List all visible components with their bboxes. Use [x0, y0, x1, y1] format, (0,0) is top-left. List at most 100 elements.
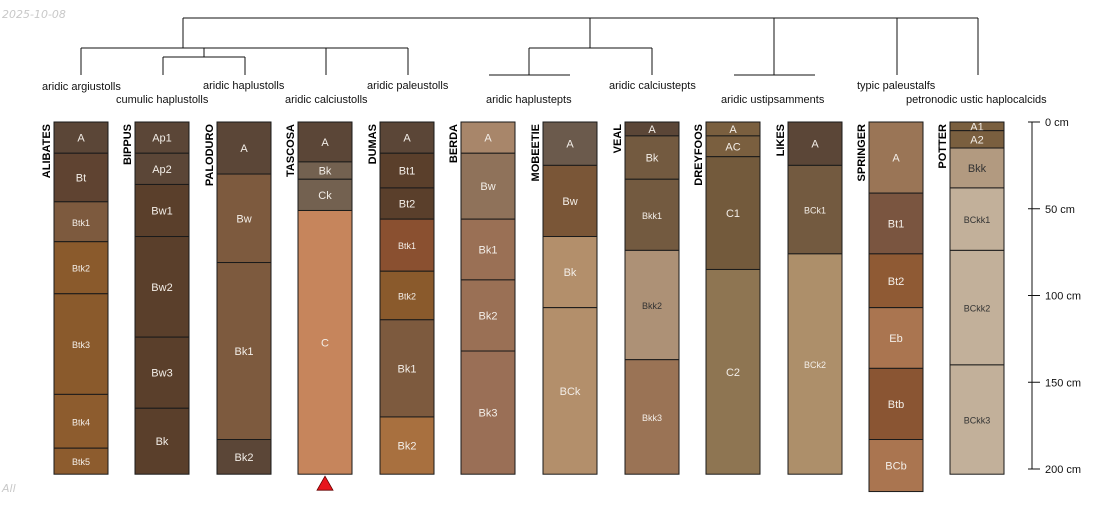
- horizon-label: Btb: [888, 399, 905, 411]
- horizon-a: [379, 121, 435, 154]
- horizon-label: Bkk: [968, 163, 987, 175]
- horizon-label: Bt: [76, 173, 86, 185]
- taxon-label: aridic haplustepts: [486, 94, 572, 106]
- taxon-label: cumulic haplustolls: [116, 94, 209, 106]
- profile-paloduro: A Bw Bk1 Bk2 PALODURO: [204, 121, 272, 475]
- horizon-btk2: [379, 270, 435, 321]
- horizon-label: Bw2: [151, 282, 172, 294]
- horizon-btk5: [53, 447, 109, 475]
- horizon-bckk1: [949, 187, 1005, 251]
- horizon-bk1: [460, 218, 516, 281]
- horizon-c1: [705, 156, 761, 270]
- horizon-label: A: [648, 124, 656, 136]
- profile-veal: A Bk Bkk1 Bkk2 Bkk3 VEAL: [612, 121, 680, 475]
- horizon-a: [868, 121, 924, 194]
- horizon-btk3: [53, 293, 109, 395]
- horizon-label: Eb: [889, 333, 902, 345]
- dendrogram: [80, 17, 979, 76]
- horizon-btb: [868, 367, 924, 441]
- profile-dumas: A Bt1 Bt2 Btk1 Btk2 Bk1 Bk2 DUMAS: [367, 121, 435, 475]
- horizon-label: Btk2: [398, 292, 416, 302]
- horizon-label: Btk1: [72, 218, 90, 228]
- horizon-a: [216, 121, 272, 175]
- horizon-label: Bk: [646, 153, 659, 165]
- horizon-label: A: [729, 124, 737, 136]
- horizon-btk2: [53, 241, 109, 295]
- taxon-label: aridic ustipsamments: [721, 94, 825, 106]
- depth-axis: 0 cm 50 cm 100 cm 150 cm 200 cm: [1028, 117, 1081, 476]
- horizon-label: A: [403, 133, 411, 145]
- profile-name: POTTER: [937, 124, 949, 169]
- horizon-label: Btk1: [398, 241, 416, 251]
- horizon-label: Bkk1: [642, 211, 662, 221]
- horizon-c2: [705, 268, 761, 475]
- depth-tick-label: 150 cm: [1045, 377, 1081, 389]
- horizon-bkk1: [624, 178, 680, 251]
- horizon-btk1: [53, 201, 109, 243]
- taxon-label: aridic paleustolls: [367, 80, 449, 92]
- horizon-label: Bk2: [479, 310, 498, 322]
- horizon-bk1: [379, 319, 435, 418]
- corner-stamp: All: [2, 482, 16, 495]
- horizon-label: BCk: [560, 386, 581, 398]
- profile-alibates: A Bt Btk1 Btk2 Btk3 Btk4 Btk5 ALIBATES: [41, 121, 109, 475]
- taxon-label: aridic calciustolls: [285, 94, 368, 106]
- horizon-label: A: [321, 137, 329, 149]
- profile-name: TASCOSA: [285, 124, 297, 177]
- horizon-bw2: [134, 236, 190, 338]
- horizon-label: C1: [726, 208, 740, 220]
- horizon-bcb: [868, 439, 924, 493]
- horizon-label: A: [240, 143, 248, 155]
- horizon-label: A: [566, 139, 574, 151]
- profile-name: VEAL: [612, 124, 624, 154]
- horizon-label: A: [77, 133, 85, 145]
- horizon-label: BCk2: [804, 360, 826, 370]
- horizon-bt1: [868, 192, 924, 255]
- depth-tick-label: 100 cm: [1045, 291, 1081, 303]
- profile-name: LIKES: [775, 124, 787, 156]
- horizon-bk: [624, 135, 680, 180]
- profile-name: SPRINGER: [856, 124, 868, 182]
- horizon-label: A: [892, 153, 900, 165]
- horizon-bk3: [460, 350, 516, 475]
- horizon-label: Bk: [156, 436, 169, 448]
- horizon-bt2: [868, 253, 924, 309]
- horizon-label: BCb: [885, 461, 906, 473]
- horizon-label: BCkk2: [964, 304, 991, 314]
- profile-tascosa: A Bk Ck C TASCOSA: [285, 121, 353, 491]
- profile-name: ALIBATES: [41, 124, 53, 178]
- profile-name: BERDA: [448, 124, 460, 163]
- horizon-label: Ap2: [152, 164, 172, 176]
- profile-name: DREYFOOS: [693, 124, 705, 186]
- horizon-bckk3: [949, 364, 1005, 475]
- profile-dreyfoos: A AC C1 C2 DREYFOOS: [693, 121, 761, 475]
- horizon-ck: [297, 178, 353, 211]
- horizon-bw: [216, 173, 272, 264]
- horizon-label: BCkk3: [964, 416, 991, 426]
- horizon-label: Btk5: [72, 457, 90, 467]
- horizon-label: AC: [725, 141, 740, 153]
- depth-tick-label: 200 cm: [1045, 464, 1081, 476]
- horizon-label: Bw: [236, 213, 251, 225]
- profile-mobeetie: A Bw Bk BCk MOBEETIE: [530, 121, 598, 475]
- horizon-label: Bk: [564, 267, 577, 279]
- horizon-label: Bk2: [235, 452, 254, 464]
- taxon-label: petronodic ustic haplocalcids: [906, 94, 1047, 106]
- profile-name: MOBEETIE: [530, 124, 542, 181]
- depth-tick-label: 0 cm: [1045, 117, 1069, 129]
- horizon-bck2: [787, 253, 843, 475]
- horizon-label: Bk: [319, 166, 332, 178]
- horizon-btk1: [379, 218, 435, 272]
- taxon-label: aridic haplustolls: [203, 80, 285, 92]
- horizon-label: Bt1: [888, 218, 905, 230]
- horizon-a: [297, 121, 353, 163]
- horizon-label: BCkk1: [964, 215, 991, 225]
- horizon-bt: [53, 152, 109, 203]
- profile-bippus: Ap1 Ap2 Bw1 Bw2 Bw3 Bk BIPPUS: [122, 121, 190, 475]
- horizon-label: Bk1: [235, 346, 254, 358]
- horizon-bckk2: [949, 249, 1005, 366]
- horizon-label: A: [484, 133, 492, 145]
- horizon-bw: [542, 164, 598, 238]
